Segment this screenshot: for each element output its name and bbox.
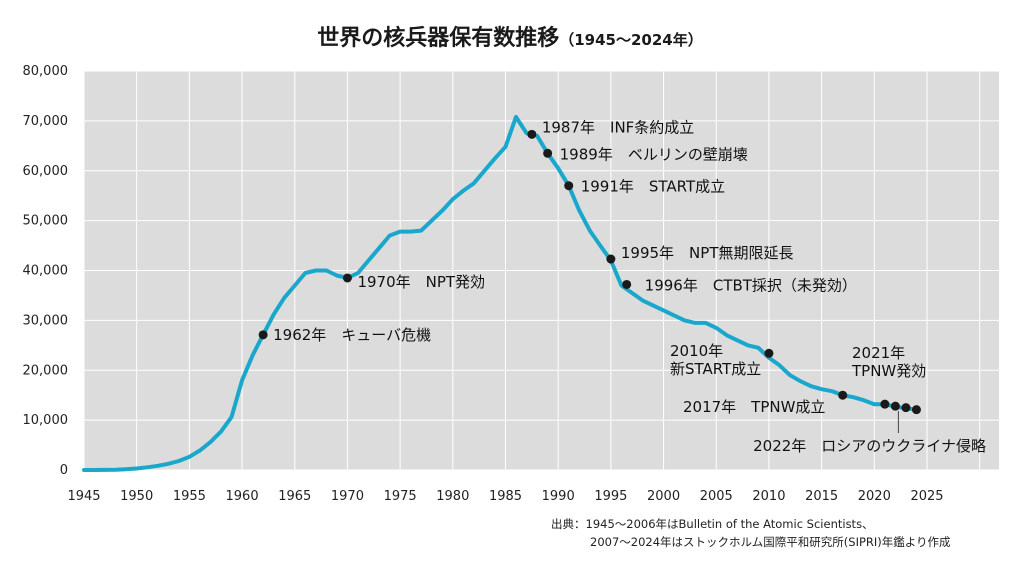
event-marker	[764, 348, 774, 358]
x-tick-label: 2025	[910, 489, 943, 504]
x-tick-label: 1955	[173, 489, 206, 504]
x-tick-label: 1970	[331, 489, 364, 504]
event-marker	[258, 330, 268, 340]
y-tick-label: 10,000	[23, 413, 69, 428]
x-tick-label: 1990	[542, 489, 575, 504]
event-label: 2021年	[852, 344, 905, 362]
event-label: 1970年 NPT発効	[357, 273, 485, 291]
event-marker	[543, 148, 553, 158]
event-label: 1991年 START成立	[581, 178, 725, 196]
source-line-1: 出典：1945〜2006年はBulletin of the Atomic Sci…	[551, 517, 874, 531]
x-tick-label: 2010	[752, 489, 785, 504]
event-marker	[890, 401, 900, 411]
x-tick-label: 1980	[436, 489, 469, 504]
event-label: 1962年 キューバ危機	[273, 326, 431, 344]
y-tick-label: 0	[60, 463, 68, 478]
y-tick-label: 50,000	[23, 214, 69, 229]
x-tick-label: 1995	[594, 489, 627, 504]
event-marker	[901, 403, 911, 413]
x-tick-label: 1960	[226, 489, 259, 504]
grid-lines	[83, 70, 999, 471]
event-marker	[606, 254, 616, 264]
event-marker	[880, 399, 890, 409]
event-label: 1995年 NPT無期限延長	[621, 244, 794, 262]
y-tick-label: 40,000	[23, 264, 69, 279]
event-label: 2010年	[670, 342, 723, 360]
x-tick-label: 1945	[67, 489, 100, 504]
event-marker	[911, 405, 921, 415]
event-markers: 1962年 キューバ危機 1970年 NPT発効 1987年 INF条約成立 1989…	[258, 118, 986, 455]
event-marker	[564, 181, 574, 191]
x-axis-ticks: 1945 1950 1955 1960 1965 1970 1975 1980 1985 1990…	[67, 489, 943, 504]
x-tick-label: 2005	[700, 489, 733, 504]
y-axis-ticks: 0 10,000 20,000 30,000 40,000 50,000 60,000 70,…	[23, 64, 69, 478]
y-tick-label: 60,000	[23, 164, 69, 179]
x-tick-label: 2015	[805, 489, 838, 504]
event-label: 2017年 TPNW成立	[683, 398, 825, 416]
event-label: 1996年 CTBT採択（未発効）	[645, 276, 857, 294]
x-tick-label: 1985	[489, 489, 522, 504]
y-tick-label: 20,000	[23, 363, 69, 378]
x-tick-label: 2000	[647, 489, 680, 504]
event-label: 1987年 INF条約成立	[542, 118, 694, 136]
y-tick-label: 80,000	[23, 64, 69, 79]
x-tick-label: 1950	[120, 489, 153, 504]
event-label: 1989年 ベルリンの壁崩壊	[560, 145, 748, 163]
event-marker	[838, 390, 848, 400]
chart-title-main: 世界の核兵器保有数推移	[317, 25, 559, 51]
x-tick-label: 1975	[384, 489, 417, 504]
x-tick-label: 2020	[858, 489, 891, 504]
y-tick-label: 30,000	[23, 313, 69, 328]
stockpile-line	[82, 114, 919, 472]
event-marker	[622, 279, 632, 289]
event-label: TPNW発効	[851, 362, 926, 380]
chart-title: 世界の核兵器保有数推移（1945〜2024年）	[317, 25, 703, 51]
event-label: 2022年 ロシアのウクライナ侵略	[753, 437, 986, 455]
y-tick-label: 70,000	[23, 114, 69, 129]
event-marker	[527, 129, 537, 139]
event-label: 新START成立	[670, 360, 761, 378]
source-line-2: 2007〜2024年はストックホルム国際平和研究所(SIPRI)年鑑より作成	[590, 535, 951, 549]
chart-title-subtitle: （1945〜2024年）	[559, 31, 703, 49]
x-tick-label: 1965	[278, 489, 311, 504]
event-marker	[342, 273, 352, 283]
